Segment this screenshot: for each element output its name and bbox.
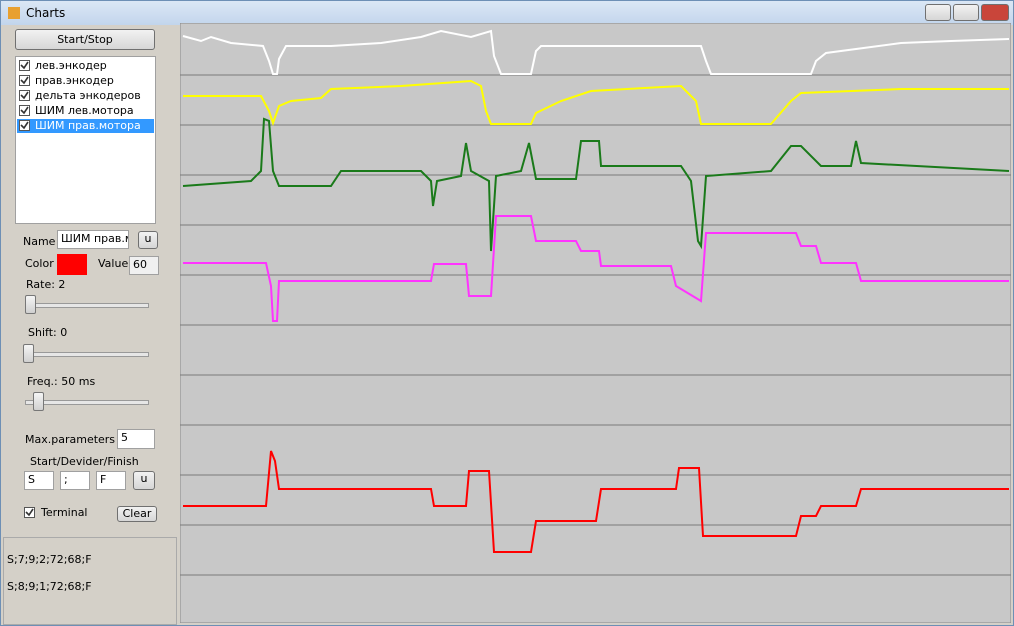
- name-input[interactable]: ШИМ прав.мотора: [57, 230, 129, 249]
- freq-label: Freq.: 50 ms: [27, 375, 96, 388]
- list-item[interactable]: дельта энкодеров: [17, 89, 154, 103]
- list-item[interactable]: ШИМ прав.мотора: [17, 119, 154, 133]
- trace-right-motor-pwm: [183, 450, 1009, 553]
- value-field: 60: [129, 256, 159, 275]
- color-swatch[interactable]: [57, 254, 87, 275]
- trace-encoder-delta: [182, 117, 1010, 252]
- list-item[interactable]: лев.энкодер: [17, 59, 154, 73]
- list-item[interactable]: ШИМ лев.мотора: [17, 104, 154, 118]
- minimize-button[interactable]: [925, 4, 951, 21]
- list-item-label: прав.энкодер: [35, 74, 114, 87]
- list-checkbox[interactable]: [19, 105, 30, 116]
- sdf-label: Start/Devider/Finish: [30, 455, 139, 468]
- divider-input[interactable]: ;: [60, 471, 90, 490]
- max-parameters-spinner[interactable]: 5: [117, 429, 155, 449]
- start-stop-button[interactable]: Start/Stop: [15, 29, 155, 50]
- list-checkbox[interactable]: [19, 120, 30, 131]
- parameter-list: лев.энкодер прав.энкодер дельта энкодеров Ш…: [15, 56, 156, 224]
- maximize-button[interactable]: [953, 4, 979, 21]
- trace-left-encoder: [182, 29, 1010, 75]
- start-input[interactable]: S: [24, 471, 54, 490]
- list-item[interactable]: прав.энкодер: [17, 74, 154, 88]
- rate-slider[interactable]: [25, 303, 149, 308]
- list-item-label: ШИМ лев.мотора: [35, 104, 134, 117]
- window-title: Charts: [26, 6, 66, 20]
- shift-label: Shift: 0: [28, 326, 68, 339]
- chart-area: [180, 23, 1011, 623]
- list-item-label: дельта энкодеров: [35, 89, 141, 102]
- max-parameters-label: Max.parameters: [25, 433, 116, 446]
- title-bar: Charts: [1, 1, 1013, 25]
- value-label: Value: [98, 257, 129, 270]
- rate-label: Rate: 2: [26, 278, 66, 291]
- freq-slider[interactable]: [25, 400, 149, 405]
- list-checkbox[interactable]: [19, 60, 30, 71]
- freq-thumb[interactable]: [33, 392, 44, 411]
- app-icon: [8, 7, 20, 19]
- sdf-update-button[interactable]: u: [133, 471, 155, 490]
- name-label: Name: [23, 235, 56, 248]
- list-item-label: ШИМ прав.мотора: [35, 119, 141, 132]
- finish-input[interactable]: F: [96, 471, 126, 490]
- trace-left-motor-pwm: [183, 215, 1009, 322]
- list-checkbox[interactable]: [19, 90, 30, 101]
- terminal-checkbox[interactable]: [24, 507, 35, 518]
- terminal-label: Terminal: [41, 506, 88, 519]
- list-checkbox[interactable]: [19, 75, 30, 86]
- name-update-button[interactable]: u: [138, 231, 158, 249]
- rate-thumb[interactable]: [25, 295, 36, 314]
- terminal-output: S;7;9;2;72;68;F S;8;9;1;72;68;F: [3, 537, 177, 625]
- terminal-line: S;7;9;2;72;68;F: [7, 553, 92, 566]
- shift-slider[interactable]: [25, 352, 149, 357]
- clear-button[interactable]: Clear: [117, 506, 157, 522]
- close-button[interactable]: [981, 4, 1009, 21]
- color-label: Color: [25, 257, 54, 270]
- shift-thumb[interactable]: [23, 344, 34, 363]
- list-item-label: лев.энкодер: [35, 59, 107, 72]
- terminal-line: S;8;9;1;72;68;F: [7, 580, 92, 593]
- trace-right-encoder: [183, 79, 1009, 127]
